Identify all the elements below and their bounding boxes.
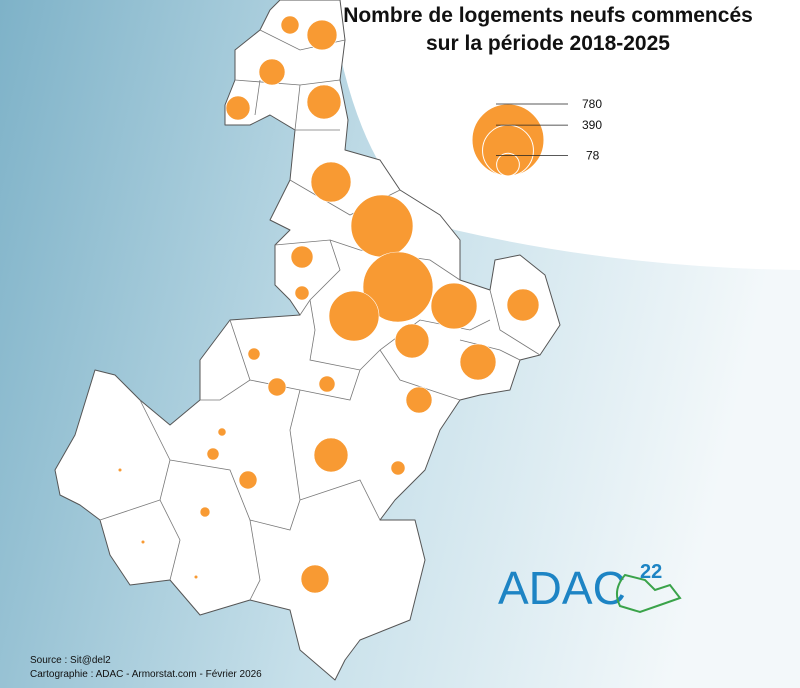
source: Source : Sit@del2 — [30, 655, 111, 666]
commune-circle — [318, 375, 336, 393]
commune-circle — [313, 437, 349, 473]
commune-circle — [430, 282, 478, 330]
commune-circle — [267, 377, 287, 397]
commune-circle — [238, 470, 258, 490]
commune-circle — [294, 285, 310, 301]
circles — [117, 15, 540, 594]
commune-circle — [206, 447, 220, 461]
commune-circle — [117, 467, 123, 473]
legend: 780 390 78 — [471, 97, 602, 177]
commune-circle — [390, 460, 406, 476]
commune-circle — [506, 288, 540, 322]
commune-circle — [310, 161, 352, 203]
commune-circle — [405, 386, 433, 414]
title: Nombre de logements neufs commencés — [343, 4, 753, 27]
commune-circle — [300, 564, 330, 594]
logo-number: 22 — [640, 561, 662, 583]
commune-circle — [258, 58, 286, 86]
commune-circle — [459, 343, 497, 381]
commune-circle — [280, 15, 300, 35]
title-area — [330, 0, 800, 270]
commune-circle — [140, 539, 146, 545]
commune-circle — [290, 245, 314, 269]
commune-circle — [193, 574, 199, 580]
commune-circle — [306, 19, 338, 51]
commune-circle — [306, 84, 342, 120]
commune-circle — [247, 347, 261, 361]
legend-label: 780 — [582, 97, 602, 111]
commune-circle — [350, 194, 414, 258]
legend-circle — [496, 152, 520, 177]
logo-shape — [615, 573, 682, 614]
title: sur la période 2018-2025 — [426, 32, 670, 55]
credits: Cartographie : ADAC - Armorstat.com - Fé… — [30, 669, 262, 680]
commune-circle — [225, 95, 251, 121]
logo-text: ADAC — [498, 562, 626, 614]
commune-circle — [394, 323, 430, 359]
legend-label: 78 — [586, 149, 600, 163]
commune-circle — [217, 427, 227, 437]
commune-circle — [199, 506, 211, 518]
legend-label: 390 — [582, 118, 602, 132]
commune-circle — [328, 290, 380, 342]
commune-circle — [362, 251, 434, 323]
